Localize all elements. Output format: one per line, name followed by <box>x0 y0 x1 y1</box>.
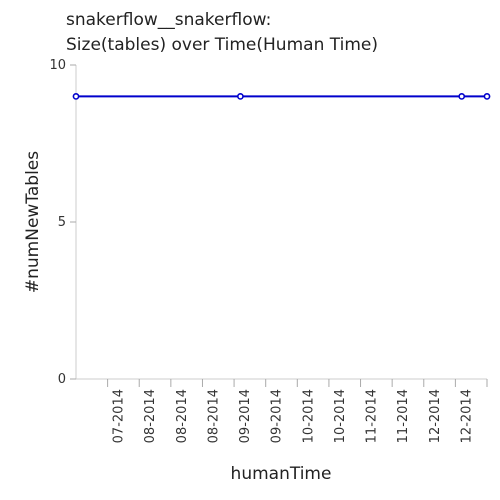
y-tick-label: 10 <box>49 58 66 73</box>
y-tick-label: 5 <box>58 215 66 230</box>
x-tick-label: 12-2014 <box>428 389 443 443</box>
x-tick-label: 11-2014 <box>396 389 411 443</box>
data-point <box>483 93 491 100</box>
x-tick-label: 09-2014 <box>238 389 253 443</box>
y-ticks: 0 5 10 <box>49 58 76 387</box>
series-layer <box>72 93 491 100</box>
x-tick-label: 10-2014 <box>333 389 348 443</box>
x-tick-label: 09-2014 <box>270 389 285 443</box>
x-axis-label: humanTime <box>231 464 332 484</box>
data-point <box>458 93 466 100</box>
data-point <box>72 93 80 100</box>
x-tick-label: 07-2014 <box>112 389 127 443</box>
x-tick-label: 08-2014 <box>206 389 221 443</box>
axes <box>75 65 487 380</box>
x-tick-label: 10-2014 <box>301 389 316 443</box>
x-tick-label: 08-2014 <box>143 389 158 443</box>
chart-title: snakerflow__snakerflow: <box>66 10 271 30</box>
x-tick-label: 08-2014 <box>175 389 190 443</box>
x-tick-label: 11-2014 <box>365 389 380 443</box>
x-tick-label: 12-2014 <box>459 389 474 443</box>
x-ticks: 07-2014 08-2014 08-2014 08-2014 09-2014 09-20… <box>107 379 488 443</box>
chart-subtitle: Size(tables) over Time(Human Time) <box>66 35 378 55</box>
y-axis-label: #numNewTables <box>23 151 43 293</box>
data-point <box>236 93 244 100</box>
y-tick-label: 0 <box>58 372 66 387</box>
